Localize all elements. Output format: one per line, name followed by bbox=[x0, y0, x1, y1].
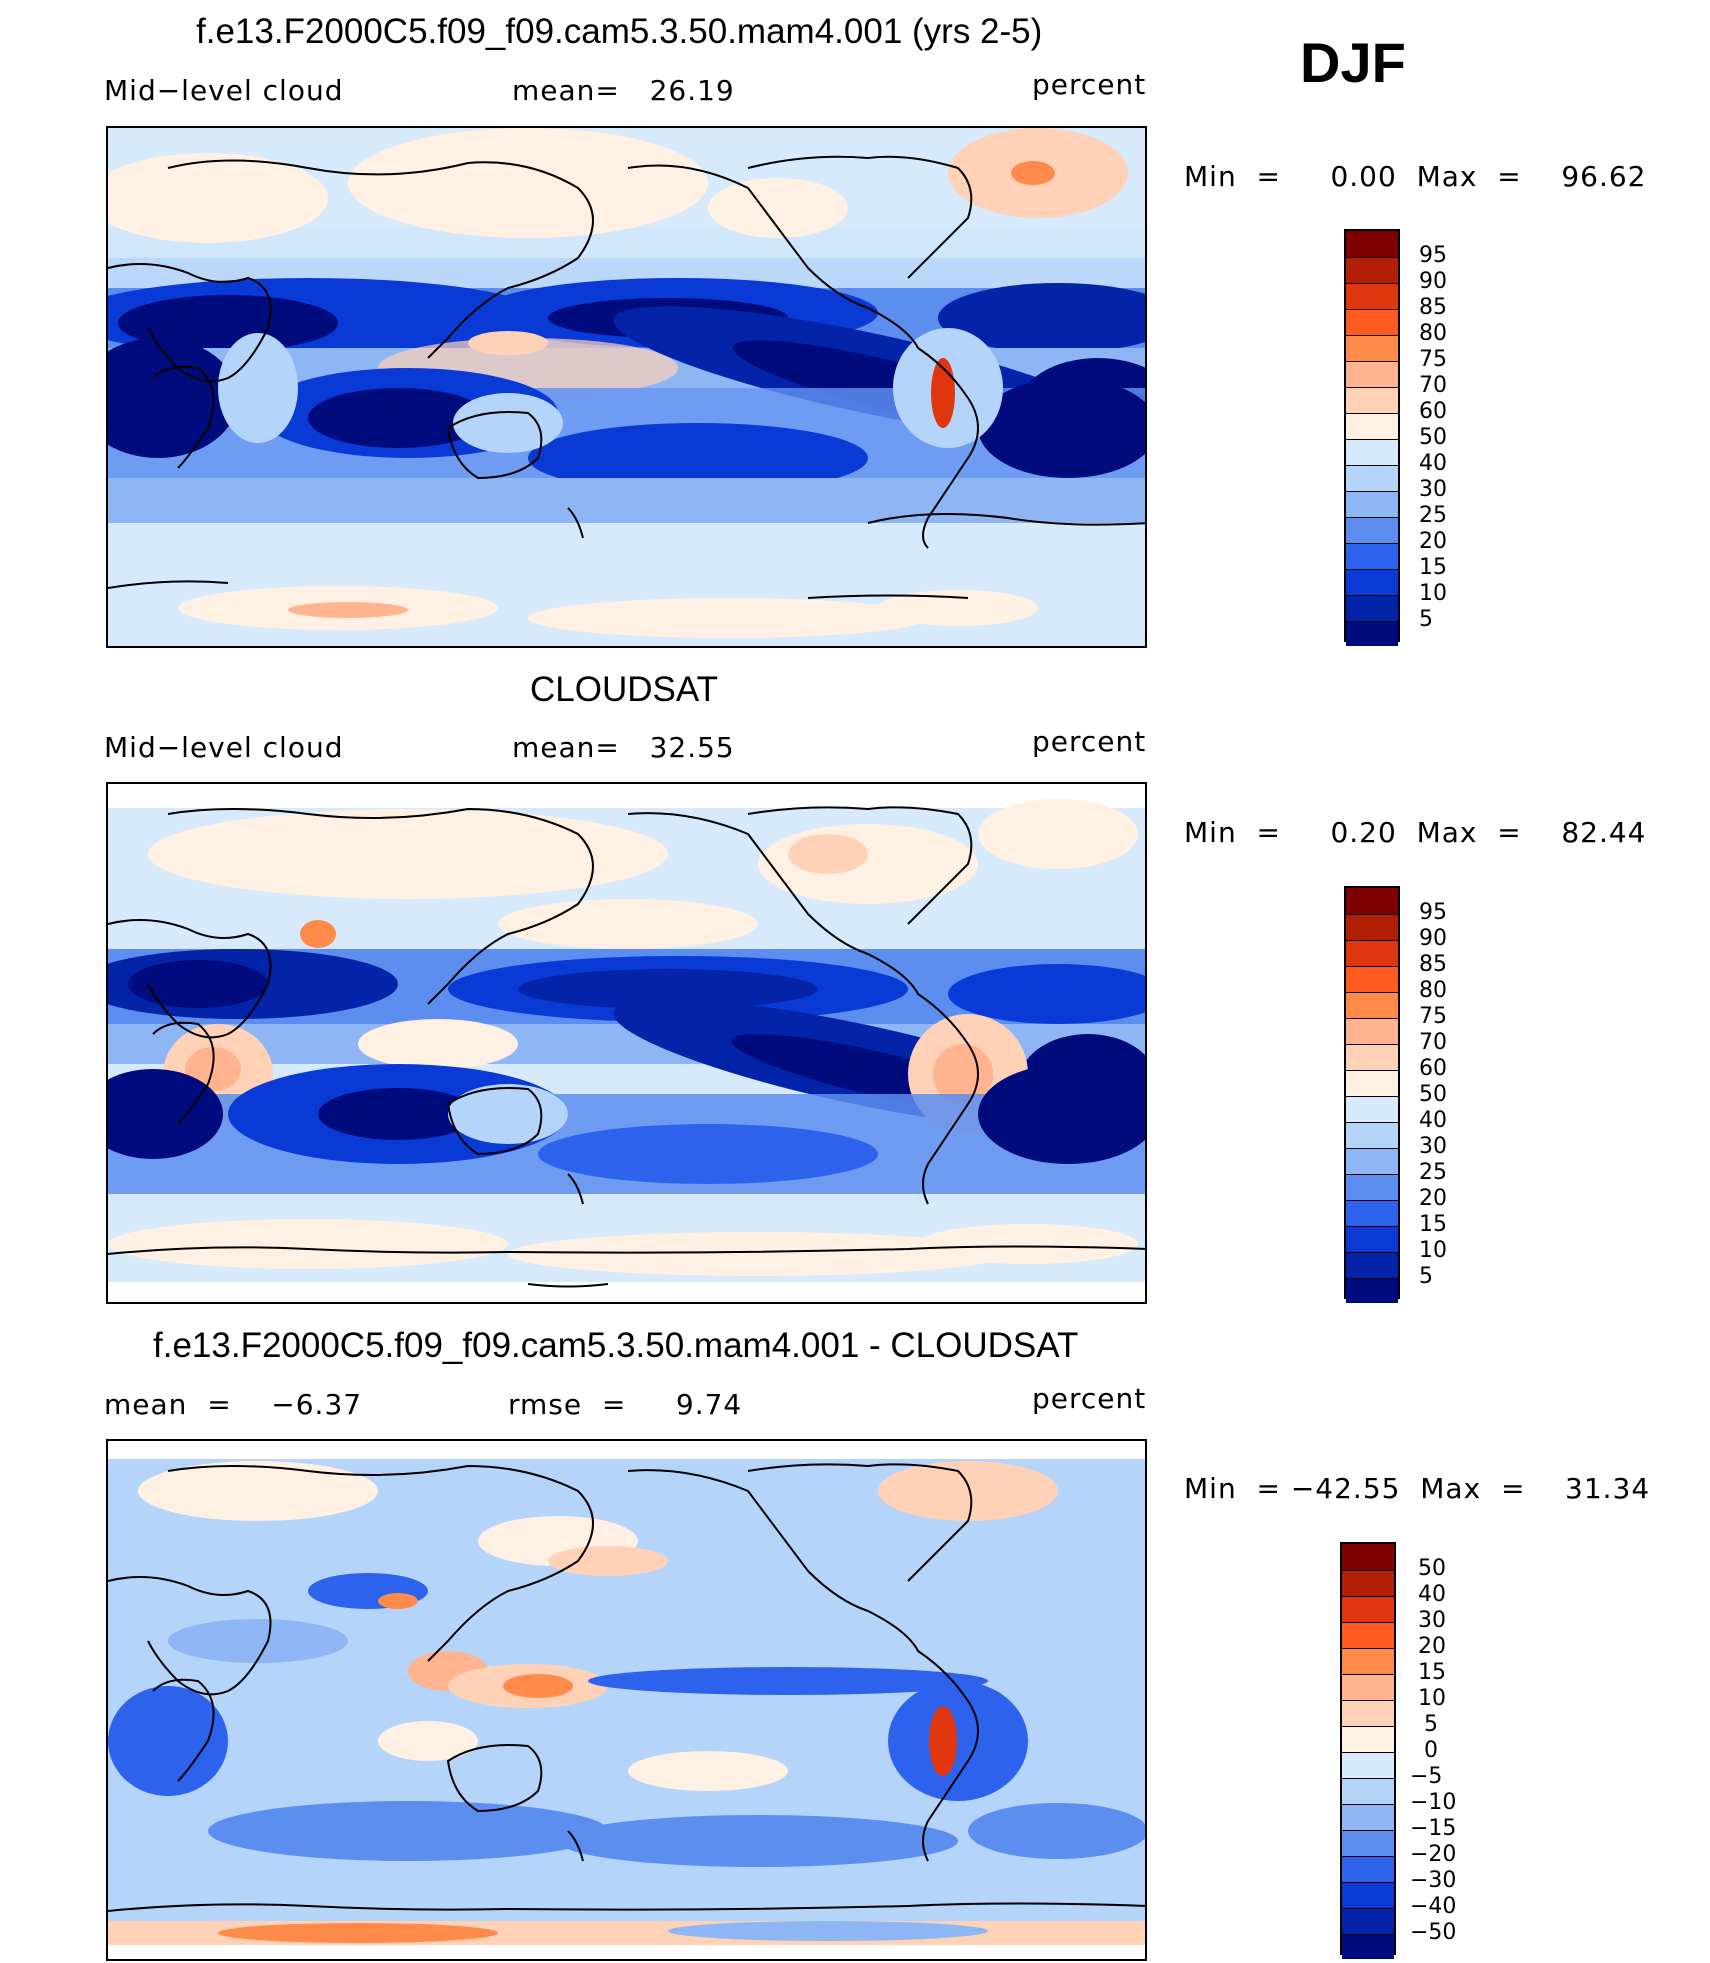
panel3-cb-label: 40 bbox=[1418, 1582, 1446, 1607]
panel3-cb-label: −5 bbox=[1410, 1764, 1443, 1789]
panel2-cb-label: 70 bbox=[1419, 1030, 1447, 1055]
panel2-cb-label: 15 bbox=[1419, 1212, 1447, 1237]
panel2-cb-label: 25 bbox=[1419, 1160, 1447, 1185]
panel3-colorbar bbox=[1340, 1542, 1396, 1959]
panel2-units-label: percent bbox=[1032, 725, 1147, 758]
panel1-cb-label: 70 bbox=[1419, 373, 1447, 398]
season-label: DJF bbox=[1300, 31, 1406, 94]
panel3-cb-label: −50 bbox=[1410, 1920, 1457, 1945]
panel3-mean-label: mean = −6.37 bbox=[104, 1388, 363, 1421]
panel1-cb-label: 90 bbox=[1419, 269, 1447, 294]
panel2-cb-label: 20 bbox=[1419, 1186, 1447, 1211]
panel1-map bbox=[106, 126, 1147, 648]
panel3-cb-label: 20 bbox=[1418, 1634, 1446, 1659]
panel1-cb-label: 75 bbox=[1419, 347, 1447, 372]
panel1-cb-label: 5 bbox=[1419, 607, 1433, 632]
panel1-cb-label: 50 bbox=[1419, 425, 1447, 450]
panel2-cb-label: 40 bbox=[1419, 1108, 1447, 1133]
panel3-cb-label: −30 bbox=[1410, 1868, 1457, 1893]
panel2-title: CLOUDSAT bbox=[530, 670, 718, 709]
panel2-mean-label: mean= 32.55 bbox=[512, 731, 735, 764]
panel3-minmax: Min = −42.55 Max = 31.34 bbox=[1184, 1472, 1651, 1505]
panel3-cb-label: 5 bbox=[1424, 1712, 1438, 1737]
panel2-minmax: Min = 0.20 Max = 82.44 bbox=[1184, 816, 1647, 849]
panel2-cb-label: 75 bbox=[1419, 1004, 1447, 1029]
panel3-cb-label: 15 bbox=[1418, 1660, 1446, 1685]
panel1-map-field bbox=[108, 128, 1145, 646]
panel3-cb-label: 50 bbox=[1418, 1556, 1446, 1581]
panel3-cb-label: −40 bbox=[1410, 1894, 1457, 1919]
panel2-map bbox=[106, 782, 1147, 1304]
panel3-map-field bbox=[108, 1441, 1145, 1959]
panel3-cb-label: −20 bbox=[1410, 1842, 1457, 1867]
panel2-cb-label: 60 bbox=[1419, 1056, 1447, 1081]
panel2-cb-label: 80 bbox=[1419, 978, 1447, 1003]
panel3-cb-label: 30 bbox=[1418, 1608, 1446, 1633]
panel3-map bbox=[106, 1439, 1147, 1961]
panel2-cb-label: 30 bbox=[1419, 1134, 1447, 1159]
panel3-cb-label: 10 bbox=[1418, 1686, 1446, 1711]
panel3-units-label: percent bbox=[1032, 1382, 1147, 1415]
panel2-variable-label: Mid−level cloud bbox=[104, 731, 344, 764]
panel2-map-field bbox=[108, 784, 1145, 1302]
panel1-cb-label: 60 bbox=[1419, 399, 1447, 424]
panel2-cb-label: 85 bbox=[1419, 952, 1447, 977]
panel1-mean-label: mean= 26.19 bbox=[512, 74, 735, 107]
panel3-cb-label: −10 bbox=[1410, 1790, 1457, 1815]
panel2-cb-label: 10 bbox=[1419, 1238, 1447, 1263]
panel1-cb-label: 80 bbox=[1419, 321, 1447, 346]
panel2-colorbar bbox=[1344, 886, 1400, 1303]
panel1-cb-label: 15 bbox=[1419, 555, 1447, 580]
panel1-variable-label: Mid−level cloud bbox=[104, 74, 344, 107]
panel1-cb-label: 25 bbox=[1419, 503, 1447, 528]
panel1-cb-label: 20 bbox=[1419, 529, 1447, 554]
panel2-cb-label: 95 bbox=[1419, 900, 1447, 925]
panel3-cb-label: −15 bbox=[1410, 1816, 1457, 1841]
panel1-cb-label: 40 bbox=[1419, 451, 1447, 476]
panel3-cb-label: 0 bbox=[1424, 1738, 1438, 1763]
panel3-title: f.e13.F2000C5.f09_f09.cam5.3.50.mam4.001… bbox=[153, 1326, 1079, 1365]
panel2-cb-label: 90 bbox=[1419, 926, 1447, 951]
panel3-rmse-label: rmse = 9.74 bbox=[508, 1388, 743, 1421]
panel1-cb-label: 95 bbox=[1419, 243, 1447, 268]
panel1-title: f.e13.F2000C5.f09_f09.cam5.3.50.mam4.001… bbox=[196, 12, 1043, 51]
panel1-cb-label: 10 bbox=[1419, 581, 1447, 606]
panel2-cb-label: 50 bbox=[1419, 1082, 1447, 1107]
panel1-colorbar bbox=[1344, 229, 1400, 646]
panel2-cb-label: 5 bbox=[1419, 1264, 1433, 1289]
panel1-cb-label: 30 bbox=[1419, 477, 1447, 502]
panel1-cb-label: 85 bbox=[1419, 295, 1447, 320]
panel1-units-label: percent bbox=[1032, 68, 1147, 101]
panel1-minmax: Min = 0.00 Max = 96.62 bbox=[1184, 160, 1647, 193]
